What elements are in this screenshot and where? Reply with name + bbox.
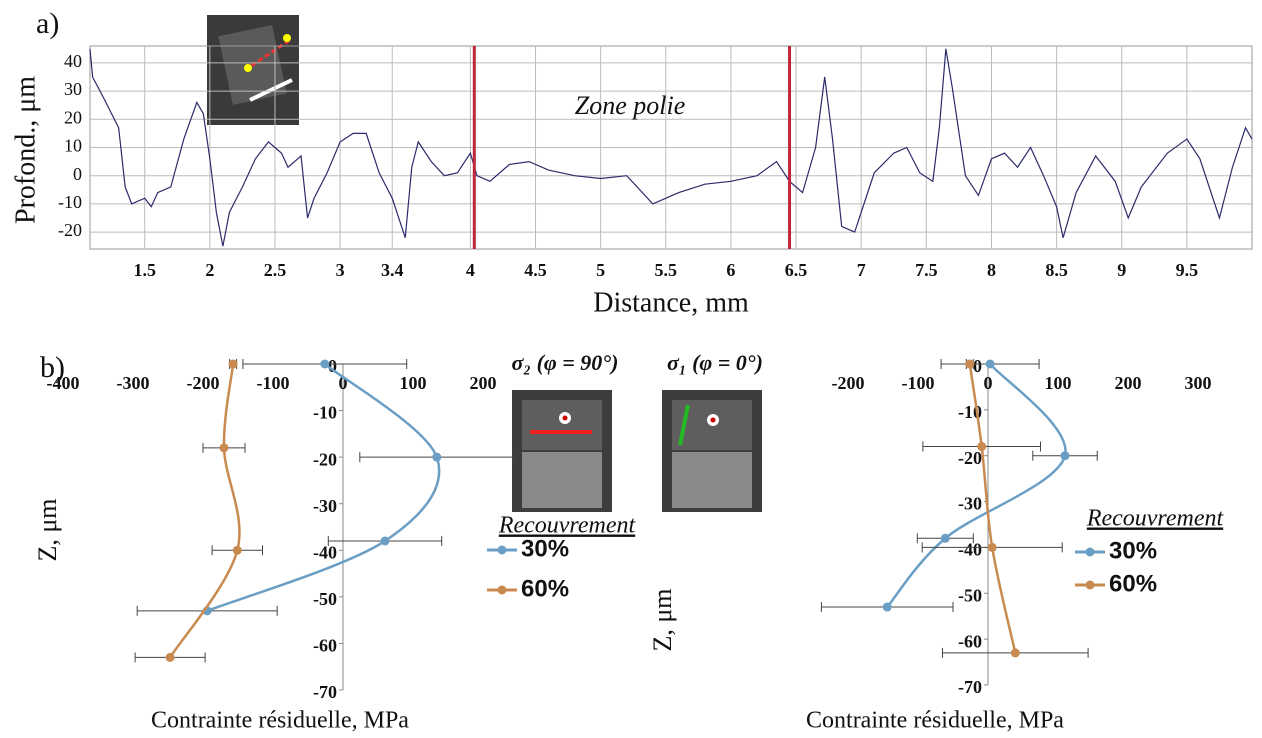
y-tick-label: -10 [313,403,337,423]
x-tick-label: 0 [339,373,348,393]
x-tick-label: 3.4 [381,260,404,280]
y-tick-label: -20 [58,220,82,240]
series-curve [169,363,241,659]
photo-sigma1 [662,390,762,512]
panel-label: a) [36,7,59,40]
y-tick-label: -60 [313,636,337,656]
y-tick-label: -20 [313,449,337,469]
photo-sigma2 [512,390,612,512]
legend-marker [1085,580,1095,590]
data-point [432,452,442,462]
x-tick-label: 9 [1117,260,1126,280]
y-tick-label: -70 [958,677,982,697]
y-tick-label: -10 [58,192,82,212]
y-tick-label: 0 [328,356,337,376]
legend-label: 30% [1109,537,1157,564]
y-tick-label: -20 [958,448,982,468]
y-axis-title: Z, μm [33,498,62,561]
x-axis-title: Contrainte résiduelle, MPa [151,708,409,734]
x-tick-label: 4.5 [524,260,547,280]
annotation: Zone polie [575,91,686,120]
legend-title: Recouvrement [1086,506,1225,532]
x-tick-label: 5 [596,260,605,280]
x-tick-label: 6.5 [785,260,808,280]
data-point [1010,648,1020,658]
y-tick-label: 40 [64,51,82,71]
series-curve [968,363,1017,654]
legend-title: Recouvrement [498,513,637,539]
y-tick-label: 0 [73,164,82,184]
y-tick-label: 20 [64,107,82,127]
x-tick-label: 2.5 [264,260,287,280]
legend-marker [1085,547,1095,557]
y-tick-label: -40 [958,540,982,560]
x-tick-label: -100 [902,373,935,393]
data-point [232,545,242,555]
x-tick-label: -400 [47,373,80,393]
data-point [987,542,997,552]
x-tick-label: 300 [1185,373,1212,393]
x-axis-title: Contrainte résiduelle, MPa [806,708,1064,734]
legend-marker [497,545,507,555]
legend-label: 60% [521,575,569,602]
x-tick-label: 200 [470,373,497,393]
y-tick-label: 10 [64,136,82,156]
y-axis-title: Z, μm [648,588,677,651]
x-tick-label: 2 [205,260,214,280]
inset-photo [207,15,299,125]
x-tick-label: 7 [857,260,866,280]
x-tick-label: -200 [187,373,220,393]
data-point [940,533,950,543]
annotation: σ₁ (φ = 0°) [667,350,763,375]
x-tick-label: 4 [466,260,475,280]
x-tick-label: 7.5 [915,260,938,280]
x-tick-label: -300 [117,373,150,393]
data-point [1060,451,1070,461]
y-tick-label: -70 [313,682,337,702]
panel-label: b) [40,351,65,384]
x-tick-label: 8 [987,260,996,280]
annotation: σ₂ (φ = 90°) [512,350,619,375]
y-tick-label: -50 [313,589,337,609]
series-curve [206,363,441,612]
data-point [882,602,892,612]
x-tick-label: 0 [984,373,993,393]
data-point [320,359,330,369]
x-axis-title: Distance, mm [593,287,749,318]
x-tick-label: 9.5 [1176,260,1199,280]
data-point [965,359,975,369]
y-tick-label: -30 [958,494,982,514]
x-tick-label: 6 [726,260,735,280]
profile-line [89,48,1253,247]
data-point [985,359,995,369]
legend-label: 60% [1109,570,1157,597]
x-tick-label: 1.5 [133,260,156,280]
y-tick-label: -50 [958,585,982,605]
data-point [228,359,238,369]
x-tick-label: 100 [400,373,427,393]
x-tick-label: 5.5 [655,260,678,280]
y-axis-title: Profond., μm [10,76,41,224]
x-tick-label: 200 [1115,373,1142,393]
series-curve [886,363,1067,608]
x-tick-label: 100 [1045,373,1072,393]
y-tick-label: 0 [973,356,982,376]
data-point [977,442,987,452]
y-tick-label: -40 [313,542,337,562]
data-point [219,443,229,453]
legend-label: 30% [521,535,569,562]
x-tick-label: -100 [257,373,290,393]
legend-marker [497,585,507,595]
y-tick-label: -60 [958,631,982,651]
x-tick-label: 8.5 [1045,260,1068,280]
y-tick-label: 30 [64,79,82,99]
y-tick-label: -30 [313,496,337,516]
data-point [380,536,390,546]
x-tick-label: -200 [832,373,865,393]
data-point [165,652,175,662]
x-tick-label: 3 [336,260,345,280]
